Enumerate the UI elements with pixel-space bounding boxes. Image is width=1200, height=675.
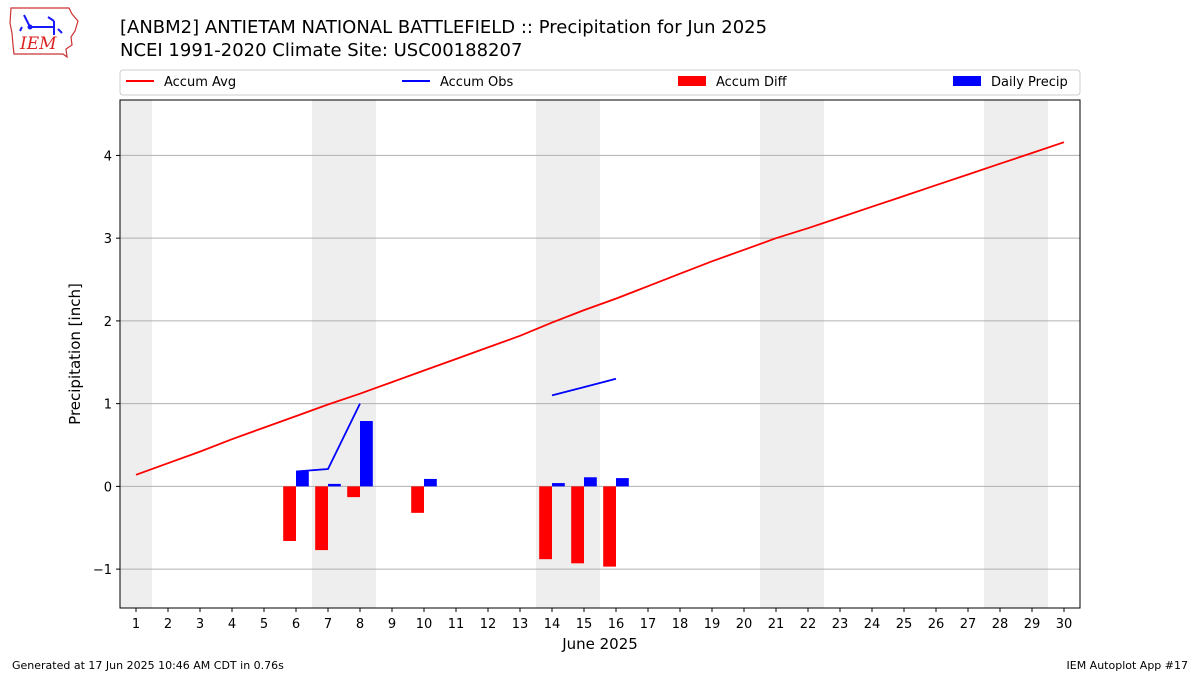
accum-diff-bar [571,486,584,564]
weather-station-icon [19,14,63,35]
y-tick-label: 0 [104,480,112,495]
x-tick-label: 1 [132,617,140,632]
accum-diff-bar [315,486,328,551]
x-tick-label: 29 [1024,617,1041,632]
accum-diff-bar [603,486,616,567]
y-tick-label: 3 [104,232,112,247]
daily-precip-bar [328,483,341,487]
x-tick-label: 18 [672,617,689,632]
accum-diff-bar [539,486,552,560]
x-axis-ticks: 1 2 3 4 5 6 7 8 9 10 11 12 13 14 15 16 17 18 19 20 21 22 23 24 2… [132,608,1072,632]
daily-precip-bar [424,478,437,487]
daily-precip-bar [616,478,629,487]
weekend-shade-3 [760,100,824,608]
chart-subtitle: NCEI 1991-2020 Climate Site: USC00188207 [120,40,523,61]
legend-label-accum-diff: Accum Diff [716,75,788,90]
x-tick-label: 13 [512,617,529,632]
daily-precip-bar [360,421,373,487]
accum-diff-bar [283,486,296,541]
x-tick-label: 19 [704,617,721,632]
x-tick-label: 25 [896,617,913,632]
gauge-dot-icon [27,24,33,30]
x-tick-label: 8 [356,617,364,632]
footer-generated: Generated at 17 Jun 2025 10:46 AM CDT in… [12,659,284,672]
iem-logo-text: IEM [19,34,57,54]
y-gridlines [120,154,1080,570]
footer-app: IEM Autoplot App #17 [1066,659,1189,672]
x-tick-label: 20 [736,617,753,632]
legend-label-daily-precip: Daily Precip [991,75,1068,90]
x-tick-label: 22 [800,617,817,632]
legend-label-accum-obs: Accum Obs [440,75,513,90]
legend-frame [119,69,1081,96]
x-tick-label: 7 [324,617,332,632]
x-tick-label: 27 [960,617,977,632]
x-tick-label: 3 [196,617,204,632]
legend-label-accum-avg: Accum Avg [164,75,236,90]
legend: Accum Avg Accum Obs Accum Diff Daily Pre… [119,69,1081,96]
accum-diff-bar [411,486,424,513]
plot-frame [119,99,1081,609]
accum-obs-line [295,403,361,473]
x-tick-label: 21 [768,617,785,632]
x-tick-label: 24 [864,617,881,632]
y-tick-label: 4 [104,149,112,164]
x-tick-label: 9 [388,617,396,632]
y-axis-ticks: −1 0 1 2 3 4 [93,149,120,578]
weekend-shade-0 [120,100,152,608]
y-tick-label: 2 [104,315,112,330]
x-tick-label: 5 [260,617,268,632]
x-tick-label: 17 [640,617,657,632]
x-tick-label: 23 [832,617,849,632]
x-tick-label: 28 [992,617,1009,632]
x-tick-label: 10 [416,617,433,632]
y-tick-label: −1 [93,563,112,578]
accum-diff-bar [347,486,360,498]
x-tick-label: 12 [480,617,497,632]
chart-title: [ANBM2] ANTIETAM NATIONAL BATTLEFIELD ::… [120,17,768,38]
x-tick-label: 26 [928,617,945,632]
daily-precip-bar [584,477,597,487]
accum-avg-line [135,141,1065,476]
daily-precip-bar [552,483,565,487]
weekend-shade-4 [984,100,1048,608]
x-tick-label: 11 [448,617,465,632]
x-axis-label: June 2025 [561,635,638,653]
x-tick-label: 16 [608,617,625,632]
bar-series [283,421,629,567]
line-series [135,141,1065,476]
y-axis-label: Precipitation [inch] [66,283,84,425]
weekend-shading [120,100,1048,608]
x-tick-label: 30 [1056,617,1073,632]
legend-swatch-daily-precip [953,76,981,86]
x-tick-label: 6 [292,617,300,632]
y-tick-label: 1 [104,398,112,413]
x-tick-label: 2 [164,617,172,632]
x-tick-label: 15 [576,617,593,632]
x-tick-label: 14 [544,617,561,632]
daily-precip-bar [296,471,309,487]
accum-obs-line [551,377,617,397]
legend-swatch-accum-diff [678,76,706,86]
iem-logo: IEM [9,7,79,59]
x-tick-label: 4 [228,617,236,632]
